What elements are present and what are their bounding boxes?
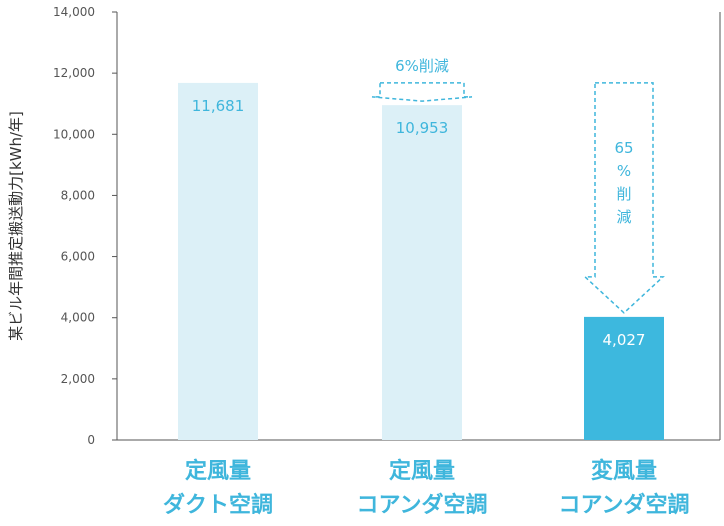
y-axis-label: 某ビル年間推定搬送動力[kWh/年] bbox=[7, 111, 25, 341]
axes: 0 2,000 4,000 6,000 8,000 10,000 12,000 14,000 某… bbox=[7, 5, 721, 447]
reduction-arrow bbox=[583, 82, 665, 314]
y-tick-label: 14,000 bbox=[53, 5, 95, 19]
y-tick-label: 4,000 bbox=[61, 311, 95, 325]
category-label-line2: ダクト空調 bbox=[163, 492, 273, 518]
category-label-line1: 変風量 bbox=[591, 458, 657, 484]
reduction-label-char: 削 bbox=[616, 185, 631, 203]
category-label-line2: コアンダ空調 bbox=[558, 492, 689, 518]
reduction-arrow bbox=[371, 82, 473, 102]
reduction-label-char: % bbox=[617, 162, 631, 180]
y-tick-label: 8,000 bbox=[61, 188, 95, 202]
reduction-label-char: 65 bbox=[614, 139, 633, 157]
category-label-line1: 定風量 bbox=[185, 458, 251, 484]
bar bbox=[382, 105, 462, 440]
data-label: 10,953 bbox=[396, 119, 449, 137]
bars: 11,681 10,953 4,027 bbox=[178, 82, 664, 440]
annotations: 6%削減 65% 削減 bbox=[371, 57, 665, 314]
y-tick-label: 0 bbox=[87, 433, 95, 447]
category-label-line2: コアンダ空調 bbox=[356, 492, 487, 518]
reduction-label-char: 減 bbox=[616, 208, 631, 226]
y-tick-label: 12,000 bbox=[53, 66, 95, 80]
y-tick-label: 6,000 bbox=[61, 250, 95, 264]
data-label: 11,681 bbox=[192, 97, 245, 115]
reduction-label: 6%削減 bbox=[395, 57, 449, 75]
bar bbox=[584, 316, 664, 440]
y-tick-label: 10,000 bbox=[53, 127, 95, 141]
category-label-line1: 定風量 bbox=[389, 458, 455, 484]
bar bbox=[178, 82, 258, 440]
y-tick-label: 2,000 bbox=[61, 372, 95, 386]
data-label: 4,027 bbox=[603, 331, 646, 349]
